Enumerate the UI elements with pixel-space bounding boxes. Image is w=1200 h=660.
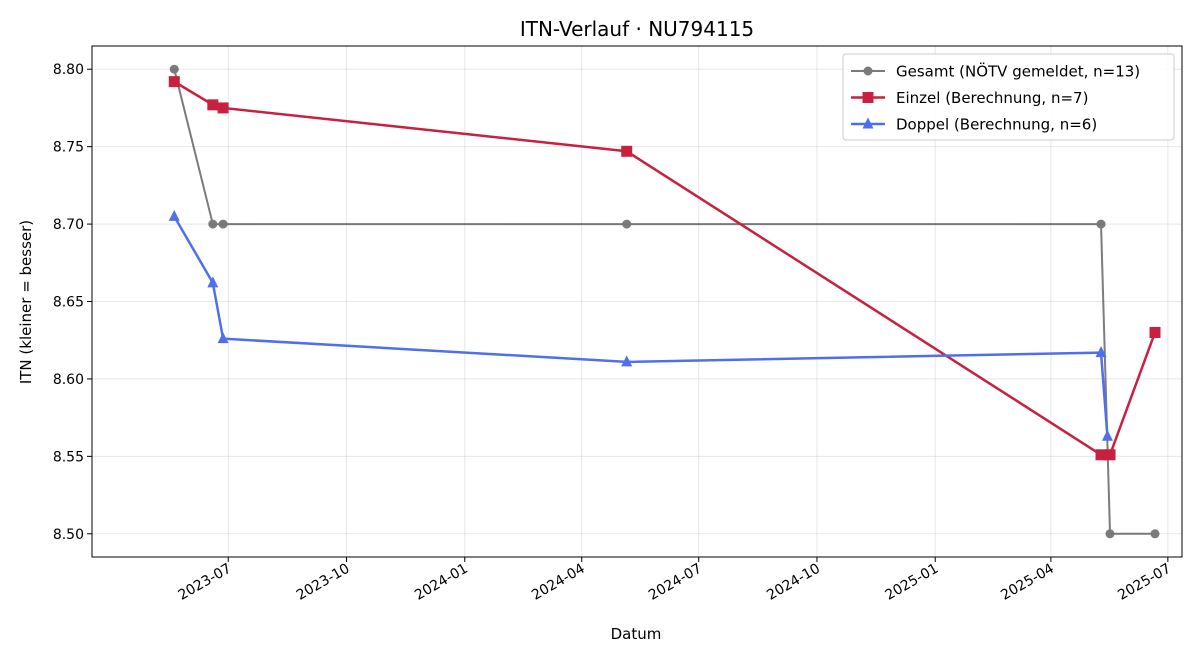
legend-marker: [862, 92, 874, 103]
data-point: [217, 332, 229, 344]
legend-box: [842, 53, 1175, 141]
data-point: [218, 219, 228, 229]
data-point: [208, 219, 218, 229]
legend-entry: [851, 66, 885, 76]
y-axis-label: ITN (kleiner = besser): [17, 220, 35, 384]
data-point: [622, 219, 632, 229]
x-tick-label: 2025-04: [998, 561, 1057, 604]
legend-marker: [863, 66, 873, 76]
y-tick-label: 8.50: [53, 527, 84, 543]
data-point: [169, 64, 179, 74]
x-tick-label: 2024-04: [529, 561, 588, 604]
y-tick-label: 8.70: [53, 217, 84, 233]
x-tick-label: 2023-10: [294, 561, 353, 604]
x-tick-label: 2024-01: [412, 561, 471, 604]
data-point: [621, 355, 633, 367]
x-tick-label: 2024-10: [764, 561, 823, 604]
data-point: [168, 76, 180, 88]
series-2: [168, 76, 1161, 461]
data-point: [207, 276, 219, 288]
legend-marker: [862, 117, 874, 129]
y-tick-label: 8.75: [53, 140, 84, 156]
data-point: [217, 102, 229, 114]
y-tick-label: 8.60: [53, 372, 84, 388]
x-tick-label: 2023-07: [176, 561, 235, 604]
x-axis-label: Datum: [611, 625, 662, 643]
data-point: [1095, 346, 1107, 358]
legend-label: Gesamt (NÖTV gemeldet, n=13): [896, 62, 1140, 81]
chart-title: ITN-Verlauf · NU794115: [520, 17, 754, 41]
legend-entry: [851, 117, 885, 129]
series-line: [173, 215, 1109, 438]
data-point: [168, 209, 180, 221]
legend-entry: [851, 92, 885, 103]
x-tick-label: 2024-07: [646, 561, 705, 604]
series-3: [168, 209, 1113, 441]
data-point: [1149, 326, 1161, 338]
data-point: [1096, 219, 1106, 229]
data-point: [1095, 449, 1107, 461]
data-point: [621, 145, 633, 157]
series-layer: [168, 64, 1161, 539]
series-1: [169, 64, 1160, 539]
data-point: [1105, 529, 1115, 539]
data-point: [1101, 429, 1113, 441]
x-tick-label: 2025-01: [883, 561, 942, 604]
y-tick-label: 8.65: [53, 295, 84, 311]
x-tick-label: 2025-07: [1115, 561, 1174, 604]
y-tick-label: 8.55: [53, 449, 84, 465]
data-point: [1104, 449, 1116, 461]
legend: Gesamt (NÖTV gemeldet, n=13) Einzel (Bere…: [842, 53, 1175, 141]
legend-label: Doppel (Berechnung, n=6): [896, 116, 1097, 134]
y-tick-label: 8.80: [53, 62, 84, 78]
data-point: [1150, 529, 1160, 539]
data-point: [207, 99, 219, 111]
legend-label: Einzel (Berechnung, n=7): [896, 89, 1088, 107]
